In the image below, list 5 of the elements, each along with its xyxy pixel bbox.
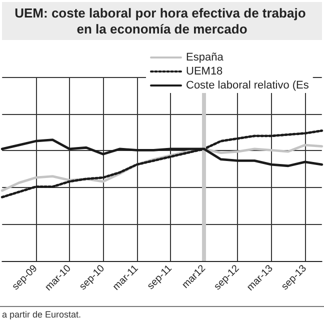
chart-title: UEM: coste laboral por hora efectiva de trabajo en la economía de mercado: [14, 6, 310, 36]
legend-label: Coste laboral relativo (Es: [186, 80, 310, 92]
text: a partir de Eurostat.: [2, 310, 82, 320]
legend-label: UEM18: [186, 66, 223, 78]
legend-label: España: [186, 52, 224, 64]
